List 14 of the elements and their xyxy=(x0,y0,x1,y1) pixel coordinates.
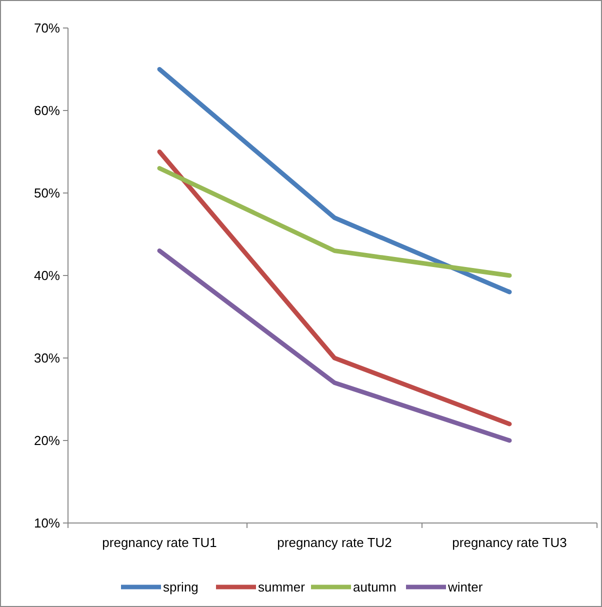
y-tick-label: 60% xyxy=(34,103,60,118)
legend-label: summer xyxy=(258,580,306,595)
x-tick-label: pregnancy rate TU3 xyxy=(452,535,567,550)
y-tick-label: 30% xyxy=(34,350,60,366)
y-tick-label: 20% xyxy=(34,433,60,448)
y-tick-label: 50% xyxy=(34,186,60,201)
y-tick-label: 70% xyxy=(34,20,60,36)
x-tick-label: pregnancy rate TU1 xyxy=(102,535,217,550)
x-tick-label: pregnancy rate TU2 xyxy=(277,535,392,550)
legend-label: autumn xyxy=(353,580,396,595)
legend-label: winter xyxy=(447,580,484,595)
y-tick-label: 10% xyxy=(34,516,60,531)
y-tick-label: 40% xyxy=(34,268,60,284)
legend-label: spring xyxy=(163,580,198,595)
